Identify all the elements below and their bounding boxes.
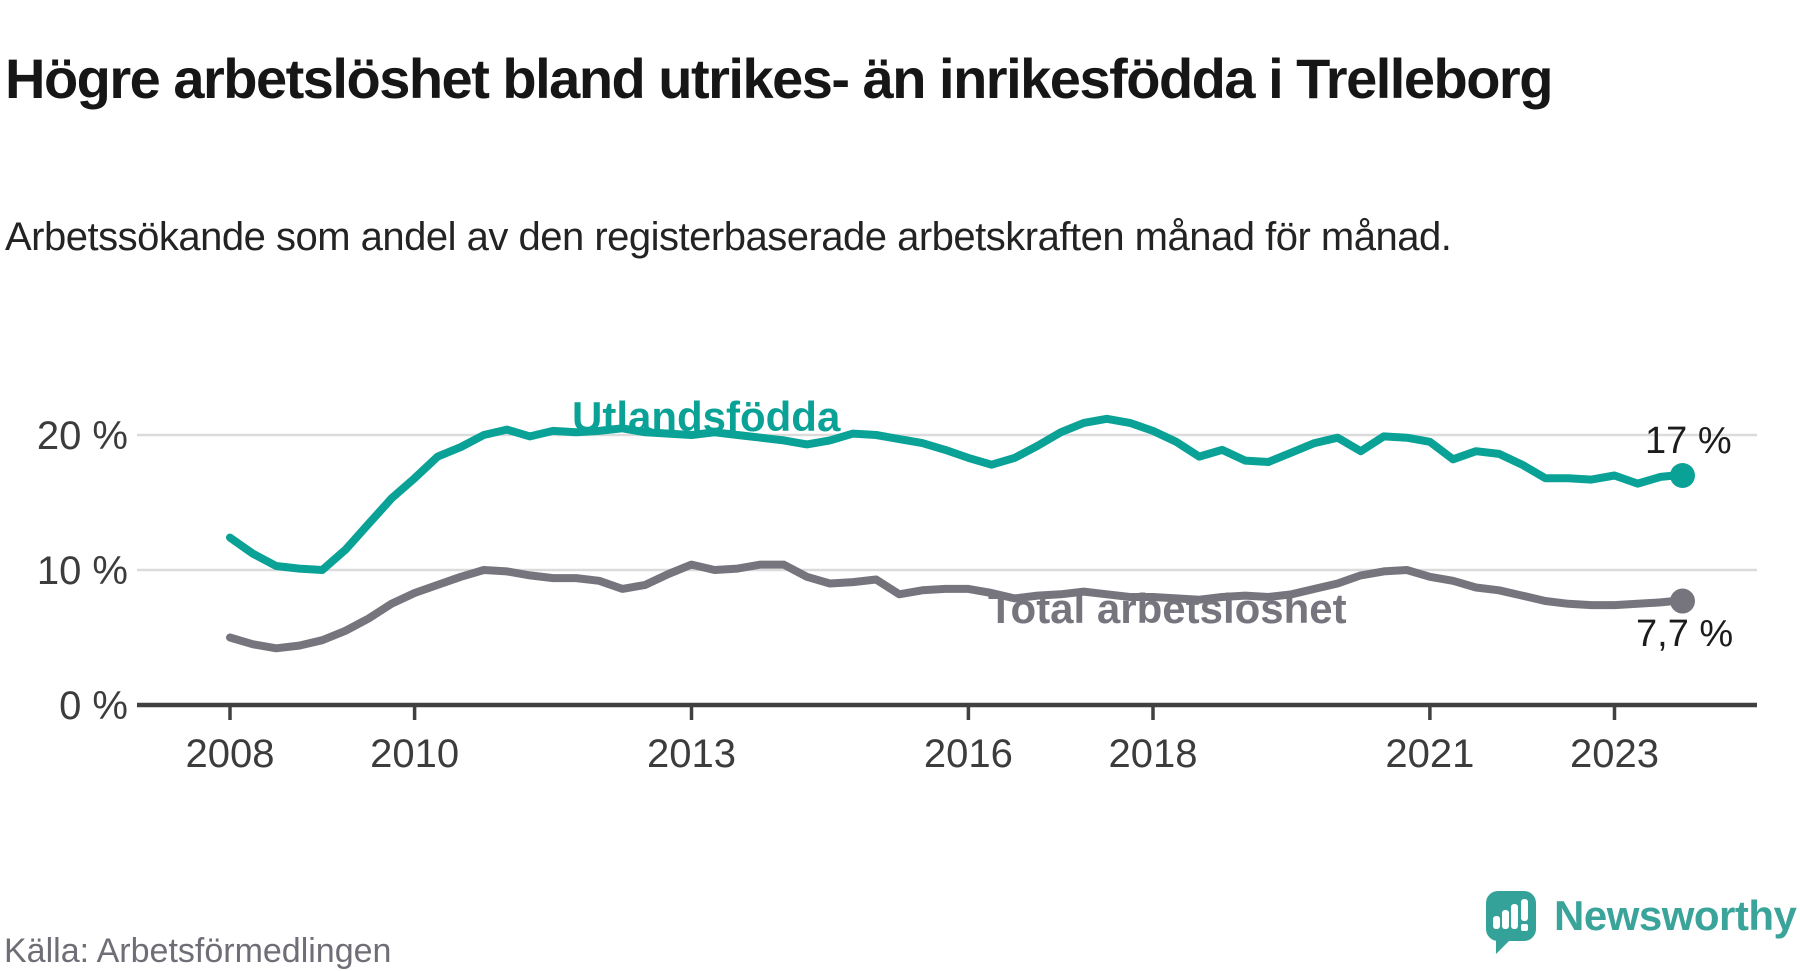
series-label-utlandsfodda: Utlandsfödda	[572, 393, 841, 440]
chart-subtitle: Arbetssökande som andel av den registerb…	[5, 215, 1452, 259]
x-axis-tick-label: 2016	[924, 732, 1013, 776]
series-label-total-arbetsloshet: Total arbetslöshet	[988, 585, 1347, 632]
series-end-dot-total-arbetsloshet	[1669, 588, 1695, 614]
x-axis-tick-label: 2008	[186, 732, 275, 776]
newsworthy-logo: Newsworthy	[1486, 884, 1797, 954]
y-axis-tick-label: 20 %	[37, 414, 128, 458]
page-title: Högre arbetslöshet bland utrikes- än inr…	[5, 46, 1553, 110]
series-line-total-arbetsloshet	[226, 560, 1679, 653]
y-axis-tick-label: 10 %	[37, 549, 128, 593]
chart-dynamic-layer: 0 % 10 % 20 % 2008 2010 2013 2016 2018 2021 2023	[37, 414, 1757, 776]
bar-chart-icon	[1493, 916, 1500, 929]
x-axis-tick-label: 2023	[1570, 732, 1659, 776]
newsworthy-logo-icon	[1486, 891, 1536, 954]
x-axis-tick-label: 2010	[370, 732, 459, 776]
exclamation-icon	[1521, 899, 1528, 921]
x-axis-tick-label: 2018	[1109, 732, 1198, 776]
end-value-label-utlandsfodda: 17 %	[1645, 420, 1732, 462]
y-axis-tick-label: 0 %	[59, 684, 128, 728]
series-end-dot-utlandsfodda	[1669, 463, 1695, 488]
end-value-label-total-arbetsloshet: 7,7 %	[1636, 613, 1733, 655]
line-chart: 0 %10 %20 %2008 2010 2013 2016 2018 2021 2023 …	[37, 393, 1757, 776]
x-axis-tick-label: 2021	[1385, 732, 1474, 776]
series-line-utlandsfodda	[226, 414, 1679, 574]
source-attribution: Källa: Arbetsförmedlingen	[4, 932, 392, 970]
chart-annotation-layer: Utlandsfödda Total arbetslöshet 17 % 7,7…	[572, 393, 1733, 655]
x-axis-tick-label: 2013	[647, 732, 736, 776]
newsworthy-wordmark: Newsworthy	[1554, 892, 1797, 939]
